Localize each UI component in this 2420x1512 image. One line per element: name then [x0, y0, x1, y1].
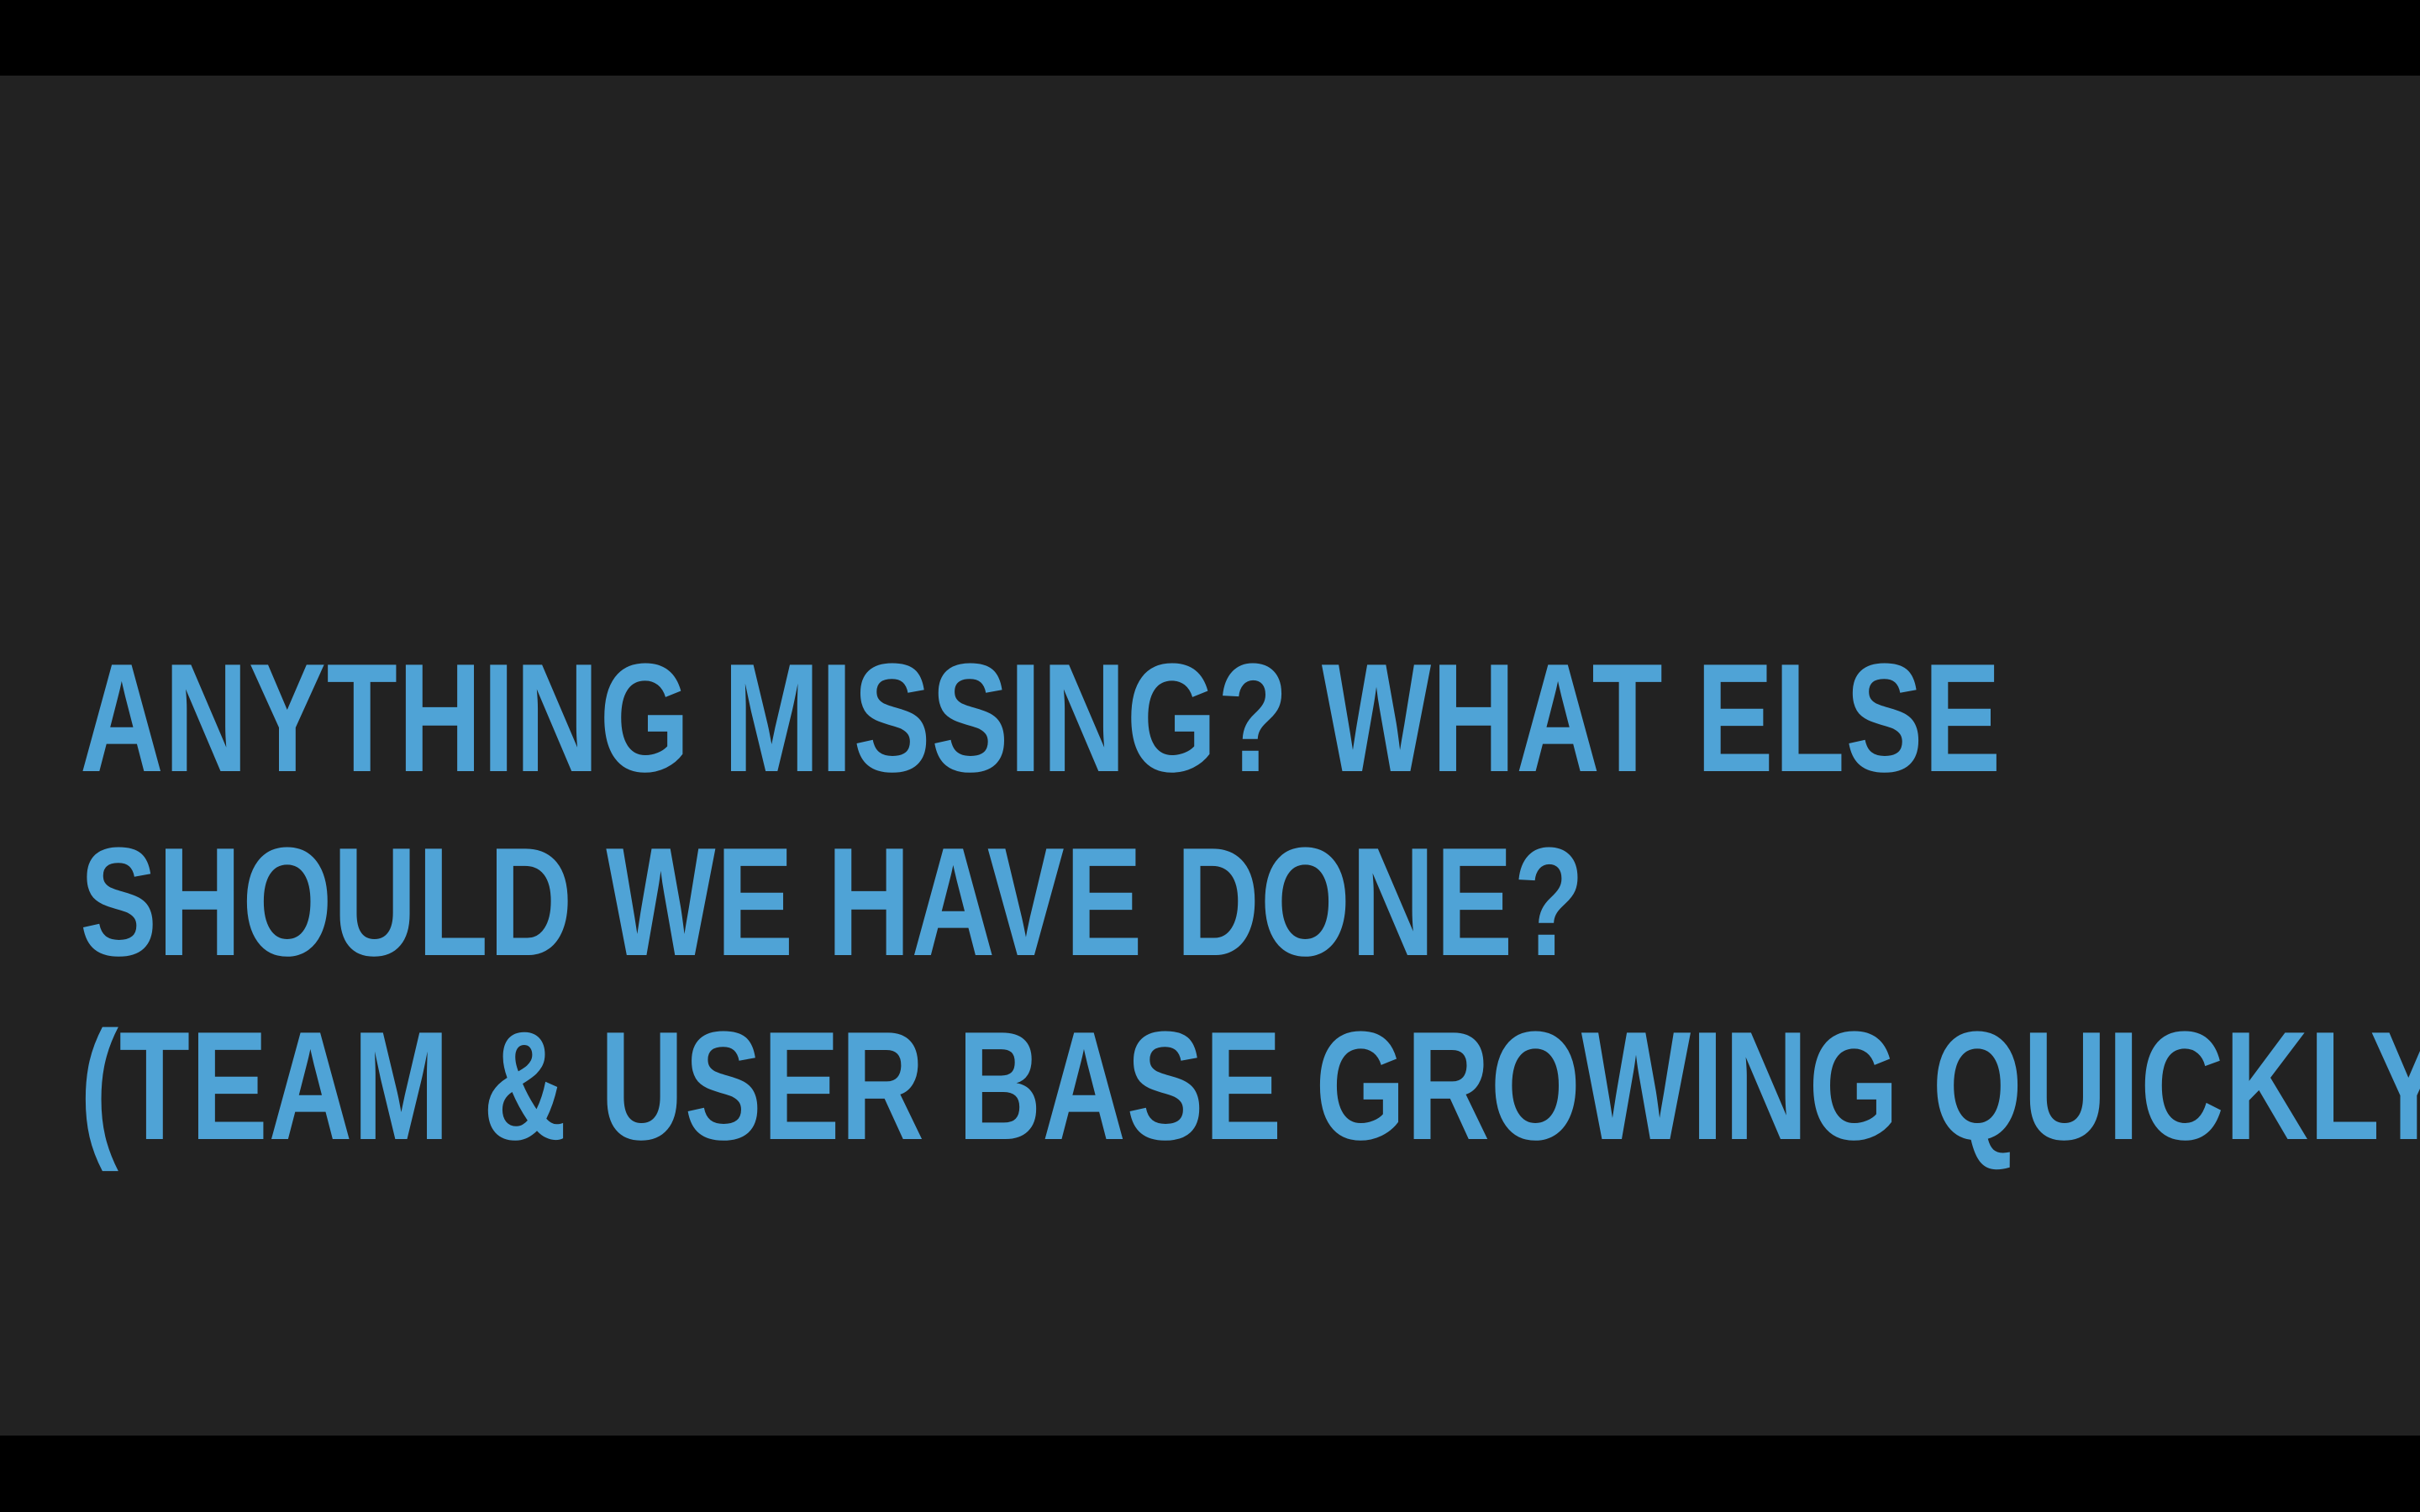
slide: ANYTHING MISSING? WHAT ELSE SHOULD WE HA… [0, 76, 2420, 1436]
headline-line-2: SHOULD WE HAVE DONE? [80, 815, 1586, 988]
headline-line-3: (TEAM & USER BASE GROWING QUICKLY) [80, 999, 2420, 1172]
slide-headline: ANYTHING MISSING? WHAT ELSE SHOULD WE HA… [80, 626, 2420, 1178]
headline-line-1: ANYTHING MISSING? WHAT ELSE [80, 631, 2002, 804]
